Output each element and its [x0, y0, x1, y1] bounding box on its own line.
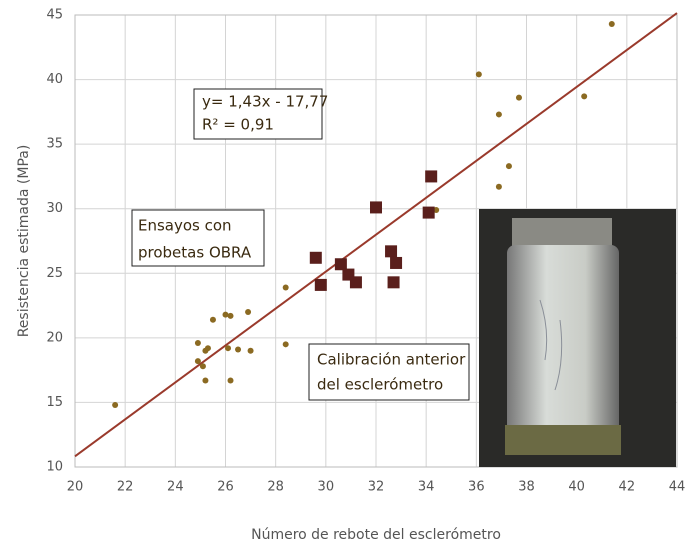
square-point	[385, 245, 397, 257]
y-tick-label: 40	[46, 72, 63, 87]
dot-point	[195, 358, 201, 364]
square-point	[390, 257, 402, 269]
calibration-label: del esclerómetro	[317, 376, 443, 394]
obra-label: Ensayos con	[138, 217, 232, 235]
square-point	[425, 170, 437, 182]
dot-point	[205, 345, 211, 351]
dot-point	[516, 95, 522, 101]
x-tick-label: 38	[518, 480, 535, 495]
x-tick-label: 24	[167, 480, 184, 495]
x-tick-label: 32	[368, 480, 385, 495]
y-tick-label: 35	[46, 137, 63, 152]
dot-point	[476, 71, 482, 77]
x-axis-title: Número de rebote del esclerómetro	[251, 527, 501, 543]
calibration-label: Calibración anterior	[317, 351, 466, 369]
photo-inset	[479, 209, 676, 467]
y-tick-label: 10	[46, 460, 63, 475]
dot-point	[235, 346, 241, 352]
x-tick-label: 42	[619, 480, 636, 495]
dot-point	[112, 402, 118, 408]
equation: y= 1,43x - 17,77	[202, 93, 328, 111]
square-point	[335, 258, 347, 270]
y-tick-label: 25	[46, 266, 63, 281]
dot-point	[506, 163, 512, 169]
dot-point	[581, 93, 587, 99]
dot-point	[228, 377, 234, 383]
y-tick-label: 15	[46, 395, 63, 410]
x-tick-label: 30	[318, 480, 335, 495]
square-point	[370, 201, 382, 213]
y-tick-label: 45	[46, 8, 63, 23]
y-tick-label: 30	[46, 201, 63, 216]
dot-point	[195, 340, 201, 346]
dot-point	[225, 345, 231, 351]
x-tick-label: 44	[669, 480, 686, 495]
x-tick-label: 36	[468, 480, 485, 495]
dot-point	[283, 341, 289, 347]
x-tick-label: 20	[67, 480, 84, 495]
obra-label: probetas OBRA	[138, 244, 252, 262]
dot-point	[496, 111, 502, 117]
square-point	[388, 276, 400, 288]
x-tick-label: 34	[418, 480, 435, 495]
x-tick-label: 40	[568, 480, 585, 495]
square-point	[315, 279, 327, 291]
dot-point	[609, 21, 615, 27]
chart: 20 22 24 26 28 30 32 34 36 38 40 42 44 10 15 20 25 30 35 40…	[0, 0, 686, 544]
dot-point	[245, 309, 251, 315]
square-point	[423, 207, 435, 219]
square-point	[350, 276, 362, 288]
y-axis-title: Resistencia estimada (MPa)	[16, 145, 32, 338]
dot-point	[200, 363, 206, 369]
dot-point	[223, 312, 229, 318]
x-tick-label: 28	[267, 480, 284, 495]
square-point	[310, 252, 322, 264]
r-squared: R² = 0,91	[202, 116, 274, 134]
y-tick-label: 20	[46, 330, 63, 345]
dot-point	[248, 348, 254, 354]
dot-point	[283, 284, 289, 290]
x-tick-label: 26	[217, 480, 234, 495]
dot-point	[210, 317, 216, 323]
dot-point	[228, 313, 234, 319]
dot-point	[202, 377, 208, 383]
dot-point	[496, 184, 502, 190]
x-tick-label: 22	[117, 480, 134, 495]
